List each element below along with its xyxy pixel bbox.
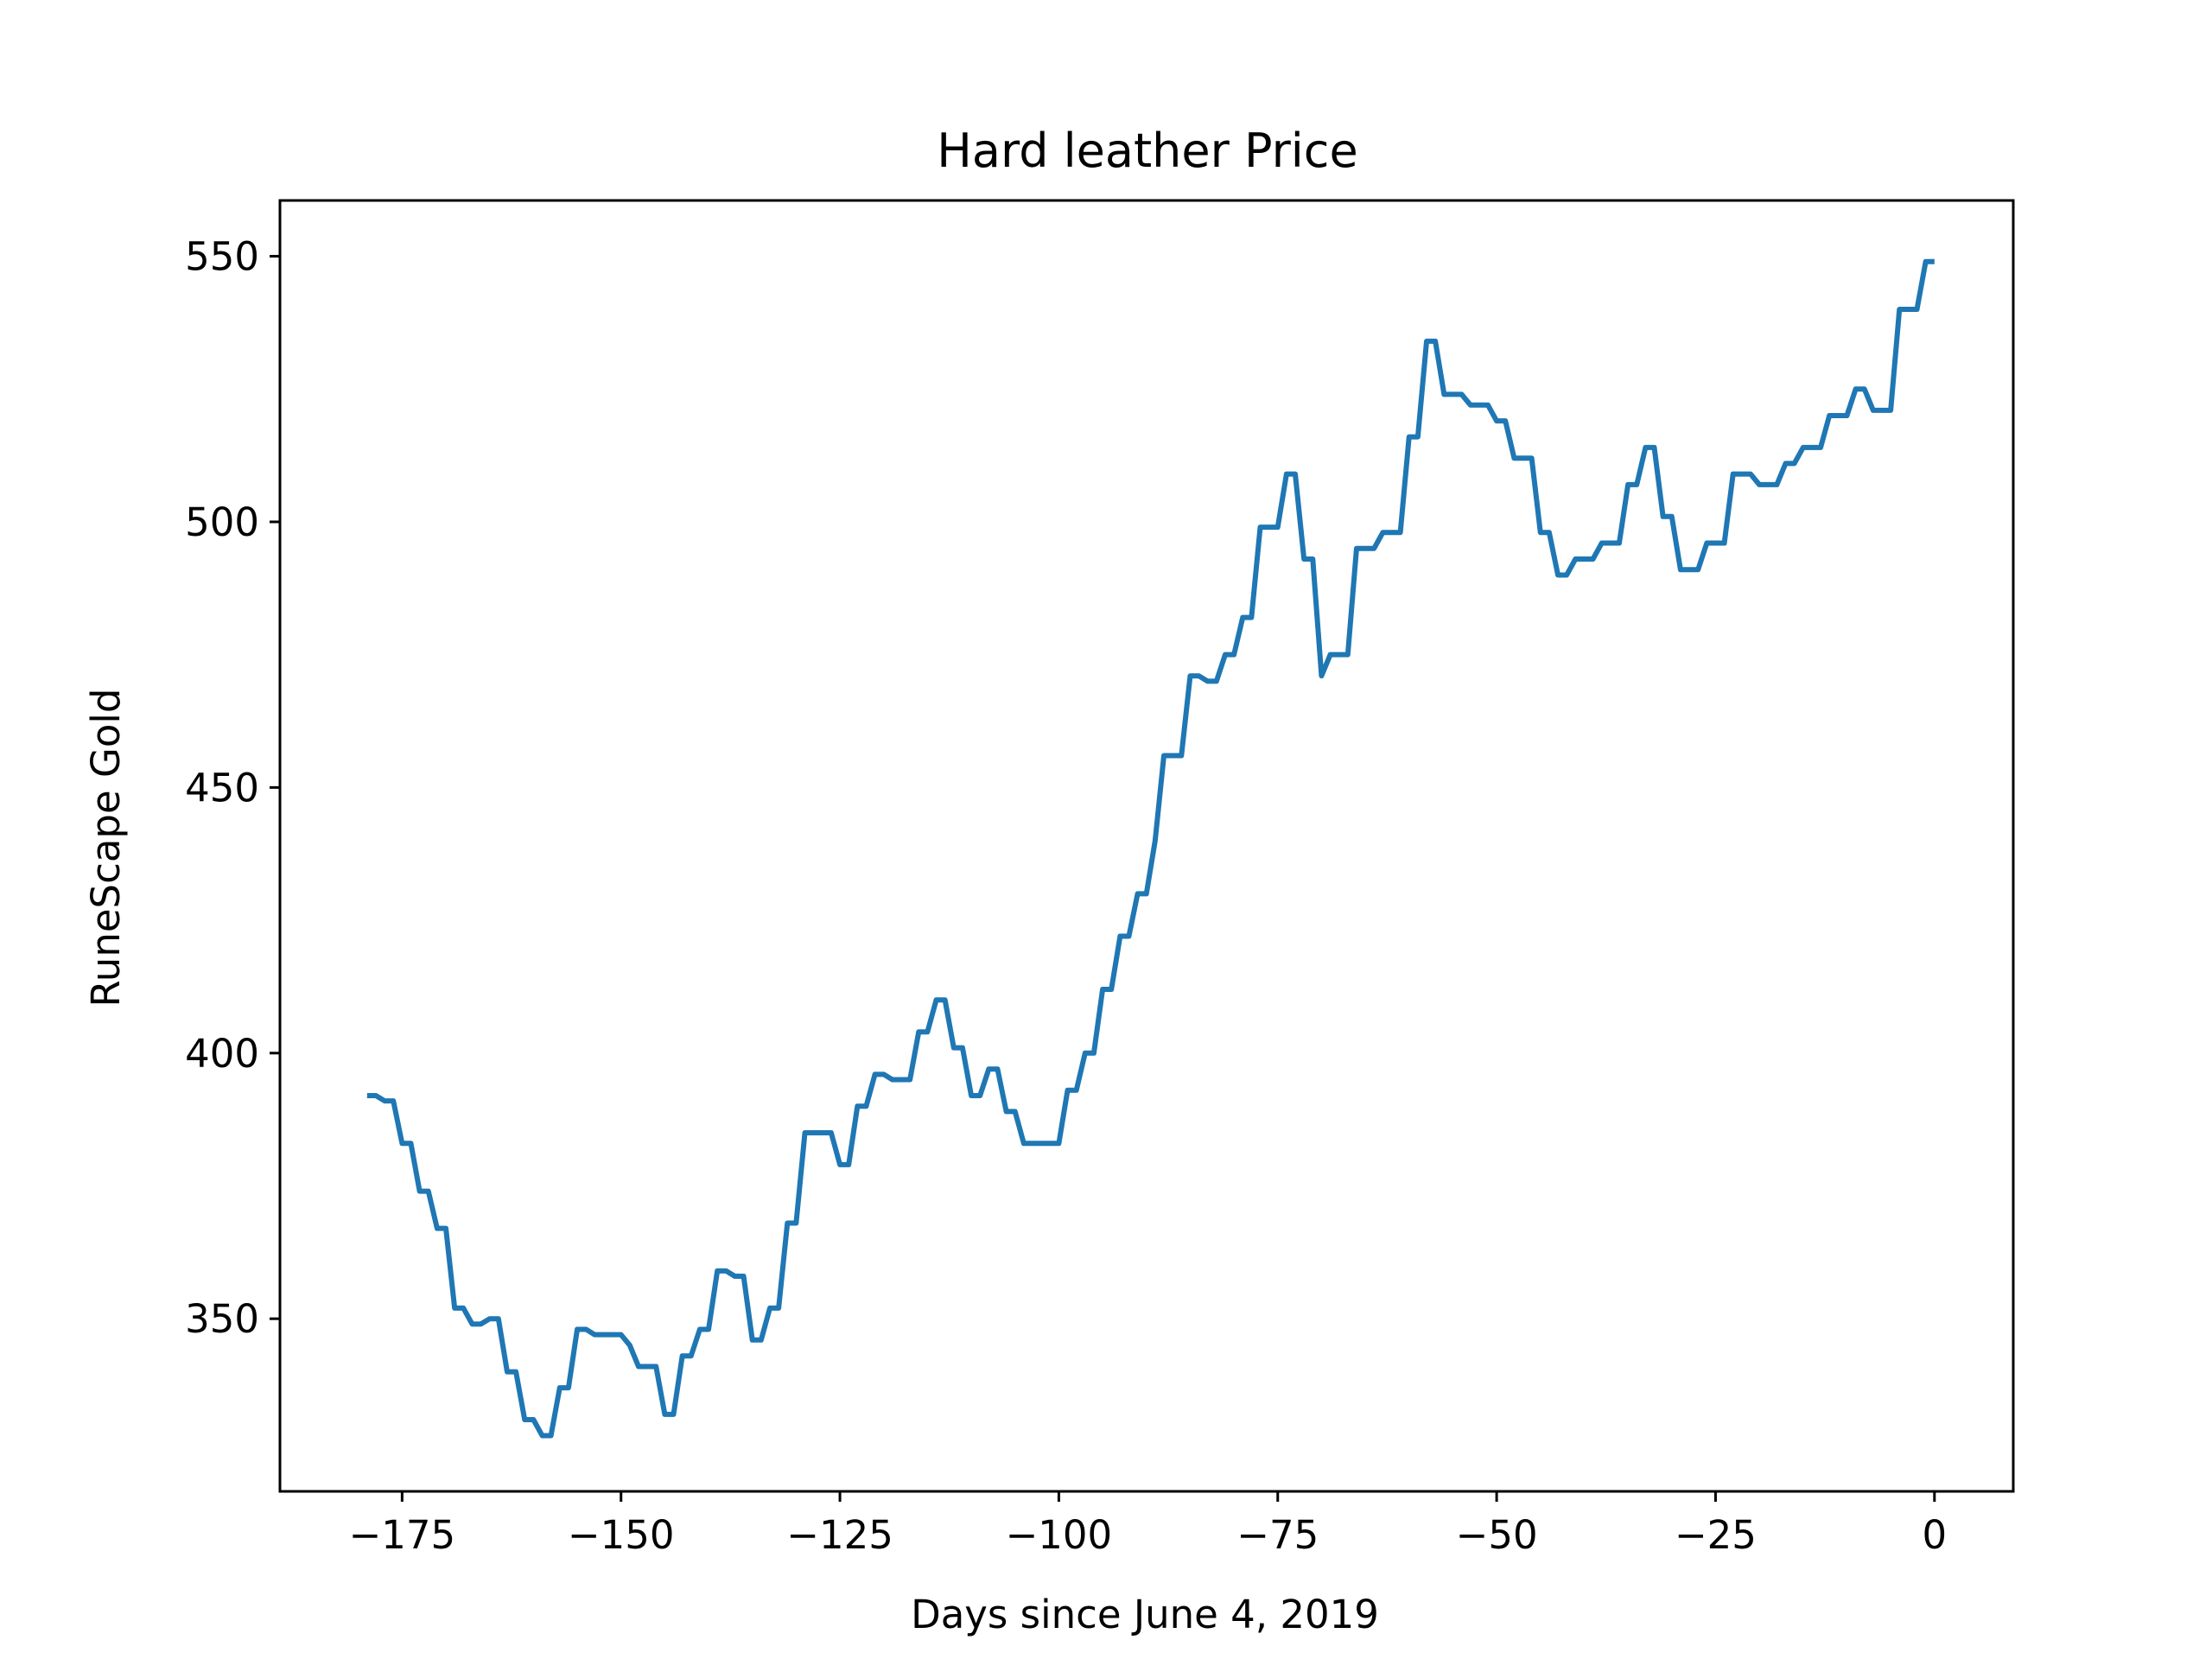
price-series-line bbox=[366, 258, 1935, 1439]
x-tick-label: −75 bbox=[1236, 1512, 1319, 1558]
y-axis-ticks: 350 400 450 500 550 bbox=[185, 234, 280, 1342]
x-axis-label: Days since June 4, 2019 bbox=[911, 1592, 1379, 1637]
y-tick-label: 500 bbox=[185, 499, 259, 545]
x-tick-label: −175 bbox=[349, 1512, 456, 1558]
plot-area bbox=[366, 258, 1935, 1439]
chart-title: Hard leather Price bbox=[937, 124, 1357, 178]
x-tick-label: −50 bbox=[1456, 1512, 1538, 1558]
y-tick-label: 350 bbox=[185, 1296, 259, 1342]
y-tick-label: 550 bbox=[185, 234, 259, 280]
x-tick-label: −100 bbox=[1006, 1512, 1113, 1558]
plot-frame bbox=[278, 199, 2015, 1493]
x-tick-label: −125 bbox=[786, 1512, 893, 1558]
x-tick-label: −25 bbox=[1675, 1512, 1757, 1558]
x-axis-ticks: −175 −150 −125 −100 −75 −50 −25 0 bbox=[349, 1491, 1947, 1558]
y-axis-label: RuneScape Gold bbox=[83, 689, 129, 1007]
x-tick-label: 0 bbox=[1922, 1512, 1947, 1558]
y-tick-label: 450 bbox=[185, 765, 259, 810]
x-tick-label: −150 bbox=[568, 1512, 675, 1558]
y-tick-label: 400 bbox=[185, 1031, 259, 1077]
